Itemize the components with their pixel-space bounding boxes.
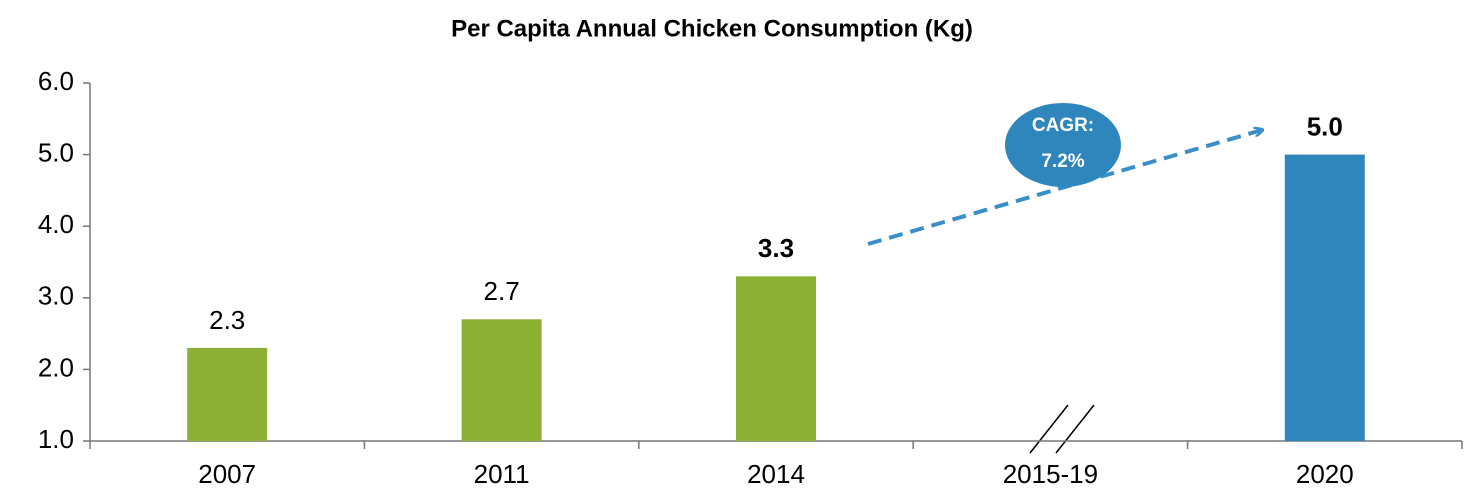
bar bbox=[1284, 154, 1365, 441]
y-tick-label: 3.0 bbox=[38, 281, 74, 311]
annotation-text: CAGR: bbox=[1032, 115, 1094, 136]
y-tick-label: 1.0 bbox=[38, 424, 74, 454]
x-tick-label: 2011 bbox=[474, 459, 530, 489]
bar bbox=[736, 276, 816, 441]
value-label: 2.7 bbox=[484, 276, 520, 306]
annotation-bubble bbox=[1005, 103, 1121, 187]
y-tick-label: 2.0 bbox=[38, 352, 74, 382]
x-tick-label: 2014 bbox=[747, 459, 805, 489]
value-label: 2.3 bbox=[209, 305, 245, 335]
value-label: 3.3 bbox=[758, 233, 794, 263]
value-label: 5.0 bbox=[1307, 111, 1343, 141]
bar bbox=[187, 347, 268, 441]
y-tick-label: 6.0 bbox=[38, 66, 74, 96]
x-tick-label: 2020 bbox=[1296, 459, 1354, 489]
x-tick-label: 2015-19 bbox=[1003, 459, 1098, 489]
x-tick-label: 2007 bbox=[198, 459, 256, 489]
y-tick-label: 5.0 bbox=[38, 137, 74, 167]
axis-break bbox=[1029, 404, 1069, 454]
annotation-text: 7.2% bbox=[1041, 151, 1084, 172]
y-tick-label: 4.0 bbox=[38, 209, 74, 239]
bar bbox=[461, 319, 542, 441]
trend-arrow bbox=[867, 130, 1262, 246]
chart-title: Per Capita Annual Chicken Consumption (K… bbox=[451, 15, 973, 42]
axis-break bbox=[1055, 404, 1095, 454]
